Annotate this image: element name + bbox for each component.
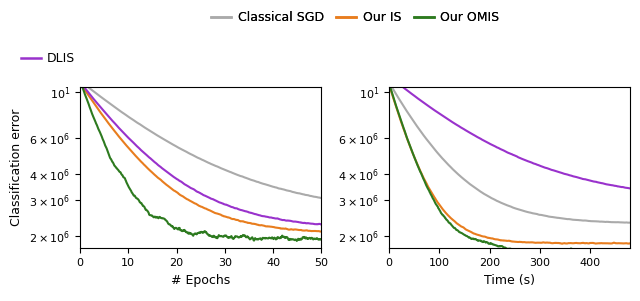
- Legend: Classical SGD, Our IS, Our OMIS: Classical SGD, Our IS, Our OMIS: [207, 6, 504, 29]
- X-axis label: # Epochs: # Epochs: [171, 274, 230, 287]
- X-axis label: Time (s): Time (s): [484, 274, 535, 287]
- Y-axis label: Classification error: Classification error: [10, 109, 23, 226]
- Legend: DLIS: DLIS: [16, 47, 81, 70]
